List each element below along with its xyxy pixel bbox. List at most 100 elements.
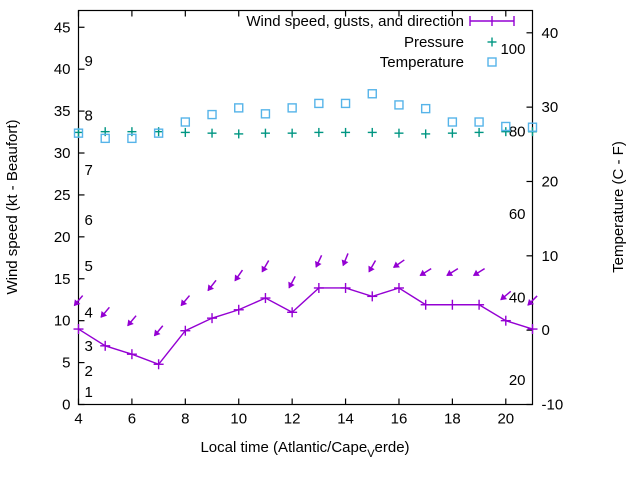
wind-direction-arrow (261, 260, 270, 273)
y-axis-left-ticks: 0 5 10 15 20 25 30 35 40 45 (54, 19, 85, 414)
pressure-marker (421, 129, 431, 139)
legend-square (487, 57, 497, 67)
wind-speed-marker (447, 299, 458, 310)
wind-direction-arrow (153, 325, 164, 337)
y-left-tick-label: 0 (62, 397, 70, 414)
y-left-tick-label: 40 (54, 61, 71, 78)
legend-label-pressure-plus-key: Pressure (404, 34, 464, 51)
fahrenheit-label-60: 60 (509, 206, 526, 223)
pressure-marker (260, 128, 270, 138)
wind-direction-arrow (234, 269, 244, 282)
y-right-tick-label: 40 (542, 25, 559, 42)
arrow-head (153, 329, 161, 337)
pressure-marker (234, 129, 244, 139)
legend-label-temperature-square-key: Temperature (380, 54, 464, 71)
wind-direction-arrow (288, 276, 296, 289)
x-tick-label: 6 (128, 411, 136, 428)
y-left-tick-label: 30 (54, 145, 71, 162)
wind-speed-marker (126, 349, 137, 360)
temperature-marker (73, 128, 84, 138)
temperature-marker (501, 121, 511, 132)
y-right-tick-label: 10 (542, 248, 559, 265)
wind-speed-marker (287, 307, 298, 318)
temperature-marker (127, 133, 137, 144)
wind-direction-arrow (180, 295, 191, 307)
wind-speed-series (73, 282, 538, 370)
wind-direction-arrow (527, 295, 538, 306)
temperature-marker (287, 103, 297, 113)
beaufort-label-7: 7 (85, 162, 93, 179)
arrow-head (234, 274, 241, 282)
arrow-head (261, 265, 268, 273)
y-left-tick-label: 5 (62, 355, 70, 372)
x-axis-title: Local time (Atlantic/CapeVerde) (200, 439, 409, 460)
x-tick-label: 20 (497, 411, 514, 428)
wind-speed-marker (233, 304, 244, 315)
pressure-marker (367, 127, 377, 137)
wind-direction-arrow (368, 260, 377, 273)
legend-key-pressure (487, 37, 497, 47)
wind-direction-arrow (315, 254, 323, 268)
temperature-marker (420, 103, 431, 114)
pressure-marker (447, 128, 457, 138)
arrow-head (288, 281, 295, 289)
pressure-marker (287, 128, 297, 138)
x-axis-ticks: 4 6 8 10 12 14 16 18 20 (74, 10, 514, 428)
y-right-tick-label: 0 (542, 322, 550, 339)
x-tick-label: 4 (74, 411, 82, 428)
legend: Wind speed, gusts, and direction Pressure… (246, 13, 515, 71)
wind-speed-marker (153, 359, 164, 370)
legend-key-wind (469, 16, 515, 26)
wind-direction-arrow (446, 267, 459, 277)
fahrenheit-label-80: 80 (509, 124, 526, 141)
y-left-tick-label: 15 (54, 271, 71, 288)
arrow-head (315, 260, 322, 268)
wind-gusts-direction-series (73, 253, 538, 337)
y-left-tick-label: 35 (54, 103, 71, 120)
wind-direction-arrow (472, 267, 485, 277)
wind-direction-arrow (341, 253, 349, 267)
wind-speed-marker (500, 315, 511, 326)
xlabel-main: Local time (Atlantic/Cape (200, 439, 367, 456)
arrow-head (341, 259, 349, 267)
pressure-marker (207, 128, 217, 138)
arrow-head (73, 299, 81, 307)
pressure-marker (314, 127, 324, 137)
beaufort-label-4: 4 (85, 304, 93, 321)
temperature-marker (260, 109, 271, 119)
wind-speed-marker (73, 324, 84, 335)
y-left-tick-label: 45 (54, 19, 71, 36)
wind-direction-arrow (127, 315, 137, 327)
wind-direction-arrow (419, 267, 432, 277)
beaufort-label-5: 5 (85, 258, 93, 275)
x-tick-label: 16 (391, 411, 408, 428)
arrow-head (368, 265, 375, 273)
beaufort-label-2: 2 (85, 363, 93, 380)
temperature-marker (207, 109, 217, 120)
y-left-tick-label: 10 (54, 313, 71, 330)
pressure-marker (341, 127, 351, 137)
beaufort-label-9: 9 (85, 53, 93, 70)
arrow-head (472, 269, 480, 276)
fahrenheit-scale-labels: 20 40 60 80 100 (500, 41, 525, 389)
temperature-marker (234, 103, 244, 113)
y-axis-right-ticks: -10 0 10 20 30 40 (526, 25, 563, 414)
arrow-head (419, 269, 427, 276)
arrow-head (100, 311, 108, 318)
arrow-head (527, 299, 535, 306)
wind-speed-marker (393, 282, 404, 293)
arrow-head (393, 261, 400, 268)
temperature-marker (314, 98, 324, 109)
arrow-head (500, 293, 508, 301)
beaufort-label-8: 8 (85, 107, 93, 124)
pressure-marker (394, 128, 404, 138)
x-tick-label: 12 (284, 411, 301, 428)
beaufort-label-3: 3 (85, 338, 93, 355)
wind-speed-marker (474, 299, 485, 310)
arrow-head (207, 284, 214, 292)
x-tick-label: 18 (444, 411, 461, 428)
pressure-marker (180, 127, 190, 137)
beaufort-label-6: 6 (85, 212, 93, 229)
